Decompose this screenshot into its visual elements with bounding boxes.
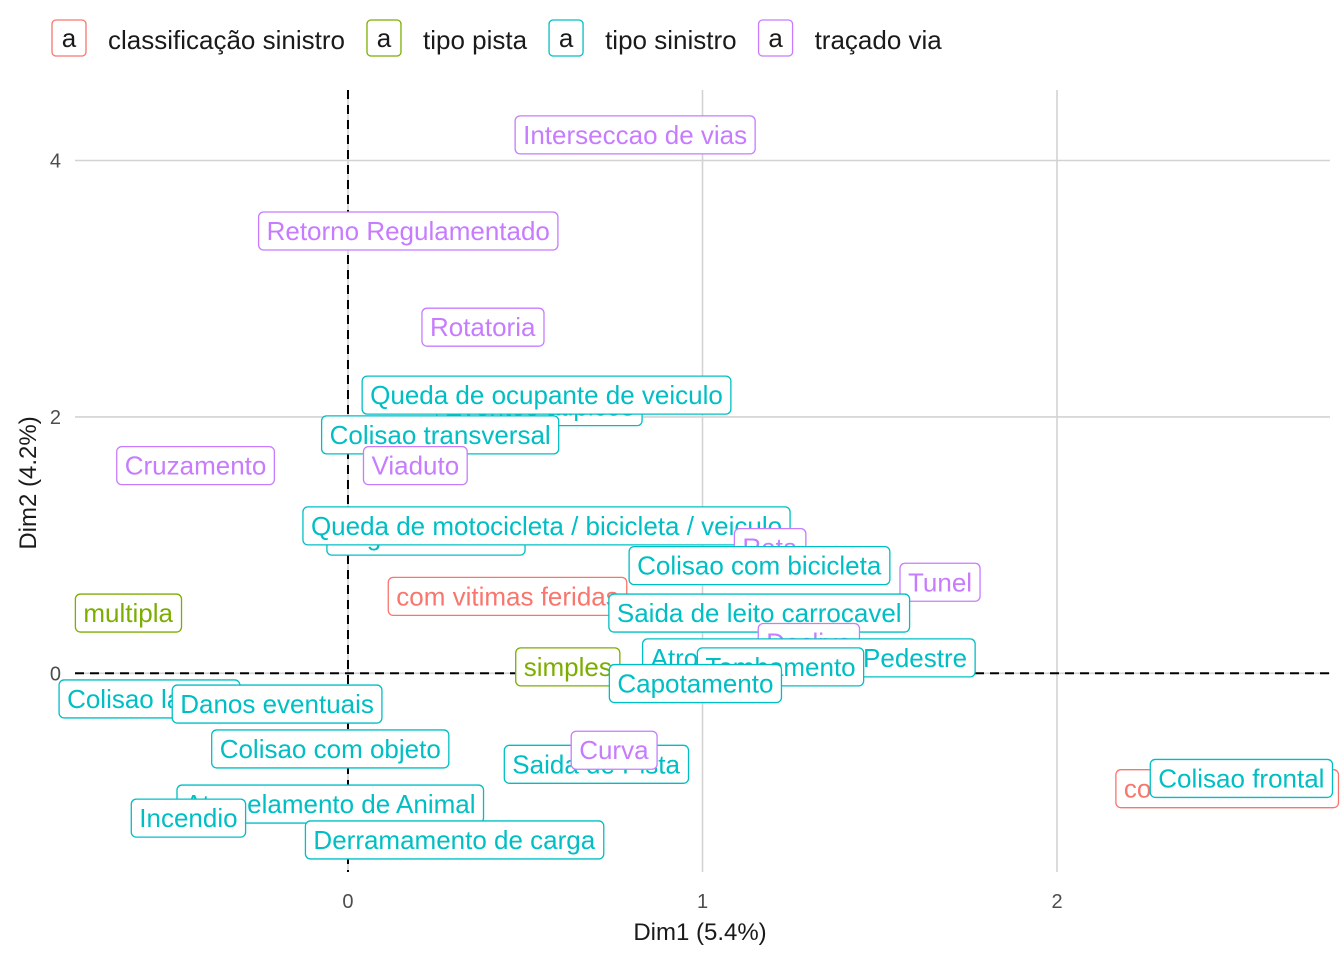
label-text: Danos eventuais [180, 689, 374, 719]
point-label: Colisao transversal [320, 415, 560, 455]
label-text: com vitimas feridas [396, 581, 619, 611]
legend-key [548, 19, 584, 57]
legend-key [757, 19, 794, 57]
label-text: Colisao com objeto [220, 734, 441, 764]
point-label: Colisao com objeto [211, 729, 450, 769]
point-label: Danos eventuais [171, 684, 383, 724]
x-tick-label: 1 [697, 891, 708, 913]
point-label: Colisao com bicicleta [628, 545, 891, 586]
label-text: simples [524, 652, 612, 682]
legend-item: a tipo sinistro [548, 19, 737, 57]
legend-glyph: a [377, 23, 392, 53]
x-axis-title: Dim1 (5.4%) [633, 919, 766, 946]
legend-label: classificação sinistro [108, 25, 345, 55]
legend-glyph: a [62, 23, 77, 53]
legend-item: a tipo pista [366, 19, 528, 57]
point-label: com vitimas feridas [387, 576, 628, 617]
point-label: Saida de leito carrocavel [608, 593, 911, 633]
point-label: Rotatoria [421, 307, 545, 347]
legend-key [366, 19, 402, 57]
legend-label: tipo pista [423, 25, 528, 55]
point-label: Viaduto [362, 445, 468, 486]
y-tick-label: 0 [50, 663, 61, 685]
point-label: Derramamento de carga [304, 820, 605, 860]
label-text: Colisao frontal [1158, 763, 1324, 793]
legend-key [51, 19, 87, 57]
legend-glyph: a [559, 23, 574, 53]
label-text: Rotatoria [430, 312, 536, 342]
label-box [211, 729, 450, 769]
label-text: multipla [83, 598, 173, 628]
point-label: simples [515, 647, 621, 687]
legend-item: a classificação sinistro [51, 19, 345, 57]
legend-item: a traçado via [757, 19, 943, 57]
y-tick-label: 2 [50, 407, 61, 429]
axis-ticks: 0 1 2 0 2 4 [50, 151, 1063, 913]
y-axis-title: Dim2 (4.2%) [15, 416, 42, 549]
label-text: Colisao transversal [330, 420, 551, 450]
point-label: Retorno Regulamentado [257, 211, 559, 251]
point-label: Colisao frontal [1149, 758, 1334, 799]
label-text: Capotamento [617, 669, 773, 699]
label-text: Queda de motocicleta / bicicleta / veicu… [311, 511, 782, 541]
label-text: Tunel [908, 567, 972, 597]
x-tick-label: 0 [342, 891, 353, 913]
label-box [608, 663, 783, 704]
label-box [362, 445, 468, 486]
point-label: Capotamento [608, 663, 783, 704]
label-box [514, 115, 756, 155]
legend-label: tipo sinistro [605, 25, 737, 55]
point-label: Curva [570, 730, 658, 770]
point-label: Cruzamento [116, 445, 275, 486]
label-text: Interseccao de vias [523, 120, 747, 150]
point-label: Incendio [130, 798, 247, 838]
label-box [570, 730, 658, 770]
x-tick-label: 2 [1051, 891, 1062, 913]
label-text: Queda de ocupante de veiculo [370, 380, 723, 410]
label-box [421, 307, 545, 347]
label-box [628, 545, 891, 586]
point-label: multipla [74, 593, 183, 633]
point-labels: Interseccao de vias Retorno Regulamentado… [58, 115, 1340, 860]
label-box [130, 798, 247, 838]
legend-label: traçado via [815, 25, 943, 55]
label-text: Incendio [139, 803, 237, 833]
label-text: Cruzamento [125, 451, 267, 481]
label-box [171, 684, 383, 724]
label-box [302, 506, 791, 546]
point-label: Interseccao de vias [514, 115, 756, 155]
legend: a classificação sinistro a tipo pista a tipo … [51, 19, 943, 57]
label-text: Colisao com bicicleta [637, 551, 882, 581]
point-label: Queda de motocicleta / bicicleta / veicu… [302, 506, 791, 546]
label-text: Retorno Regulamentado [267, 216, 550, 246]
label-text: Saida de leito carrocavel [617, 598, 902, 628]
point-label: Tunel [899, 562, 981, 602]
legend-glyph: a [768, 23, 783, 53]
point-label: Queda de ocupante de veiculo [361, 375, 732, 415]
label-box [1149, 758, 1334, 799]
label-box [361, 375, 732, 415]
label-box [899, 562, 981, 602]
label-box [257, 211, 559, 251]
label-box [304, 820, 605, 860]
label-text: Curva [579, 735, 649, 765]
label-box [74, 593, 183, 633]
label-box [116, 445, 275, 486]
label-text: Derramamento de carga [313, 825, 595, 855]
y-tick-label: 4 [50, 151, 61, 173]
label-text: Viaduto [371, 451, 459, 481]
